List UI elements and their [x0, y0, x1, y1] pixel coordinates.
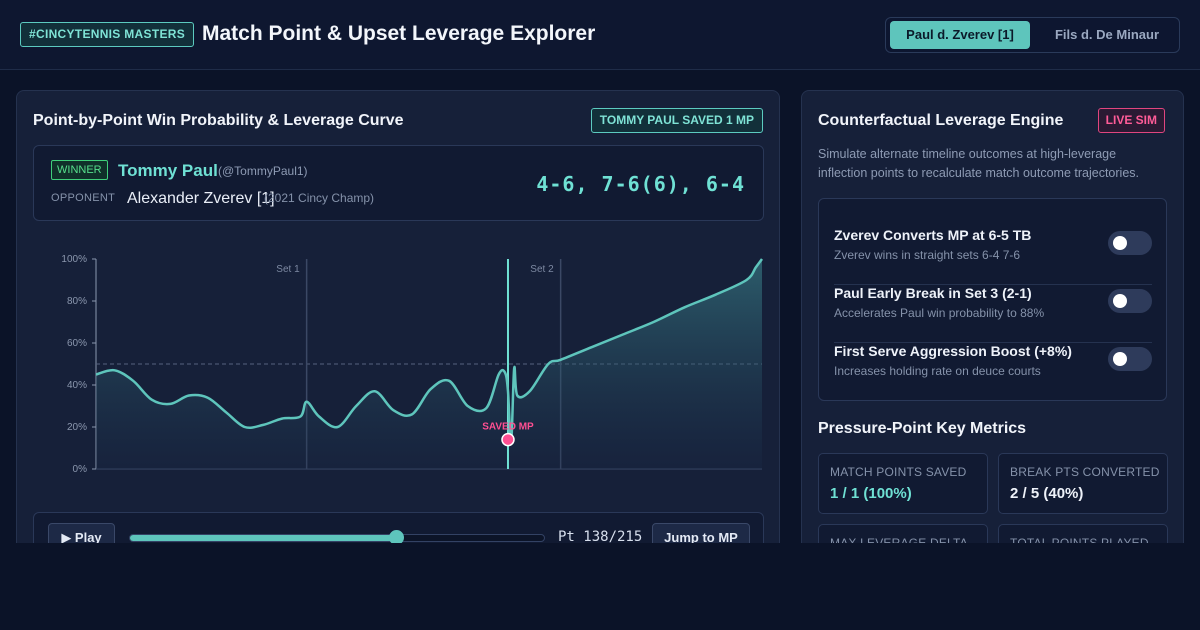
point-slider[interactable]	[129, 534, 545, 542]
y-tick-label: 0%	[73, 464, 88, 475]
metrics-title: Pressure-Point Key Metrics	[818, 420, 1026, 438]
tournament-tag: #CINCYTENNIS MASTERS	[20, 22, 194, 47]
scenario-toggle[interactable]	[1108, 347, 1152, 371]
scenario-toggle[interactable]	[1108, 289, 1152, 313]
metric-label: BREAK PTS CONVERTED	[1010, 465, 1160, 479]
winner-name: Tommy Paul	[118, 161, 218, 181]
opponent-label: OPPONENT	[51, 192, 115, 204]
match-tab-paul-zverev[interactable]: Paul d. Zverev [1]	[890, 21, 1030, 49]
metric-value: 1 / 1 (100%)	[830, 485, 912, 502]
chart-svg: 0% 20% 40% 60% 80% 100% Set 1 Set 2 SAVED MP	[34, 245, 774, 475]
scenario-subtitle: Increases holding rate on deuce courts	[834, 364, 1041, 378]
metric-label: MATCH POINTS SAVED	[830, 465, 967, 479]
match-summary: WINNER Tommy Paul (@TommyPaul1) OPPONENT…	[33, 145, 764, 221]
metric-value: 2 / 5 (40%)	[1010, 485, 1083, 502]
app-title: Match Point & Upset Leverage Explorer	[202, 22, 595, 46]
set-label: Set 2	[530, 264, 554, 275]
scenario-item: Paul Early Break in Set 3 (2-1) Accelera…	[834, 285, 1152, 343]
y-tick-label: 20%	[67, 422, 87, 433]
toggle-knob	[1113, 294, 1127, 308]
scenario-title: Zverev Converts MP at 6-5 TB	[834, 227, 1031, 243]
saved-mp-badge: TOMMY PAUL SAVED 1 MP	[591, 108, 763, 133]
scenario-item: Zverev Converts MP at 6-5 TB Zverev wins…	[834, 227, 1152, 285]
panel-title: Point-by-Point Win Probability & Leverag…	[33, 112, 404, 130]
metric-match-points-saved: MATCH POINTS SAVED 1 / 1 (100%)	[818, 453, 988, 514]
viewport-edge	[0, 543, 1200, 630]
scenario-toggle[interactable]	[1108, 231, 1152, 255]
winner-handle: (@TommyPaul1)	[218, 164, 308, 178]
toggle-knob	[1113, 236, 1127, 250]
set-label: Set 1	[276, 264, 300, 275]
metric-break-points: BREAK PTS CONVERTED 2 / 5 (40%)	[998, 453, 1168, 514]
scenario-title: Paul Early Break in Set 3 (2-1)	[834, 285, 1032, 301]
leverage-engine-panel: Counterfactual Leverage Engine LIVE SIM …	[801, 90, 1184, 560]
win-probability-panel: Point-by-Point Win Probability & Leverag…	[16, 90, 780, 560]
y-tick-label: 80%	[67, 296, 87, 307]
winner-tag: WINNER	[51, 160, 108, 180]
toggle-knob	[1113, 352, 1127, 366]
saved-mp-label: SAVED MP	[482, 422, 534, 433]
engine-title: Counterfactual Leverage Engine	[818, 112, 1063, 130]
scenario-subtitle: Zverev wins in straight sets 6-4 7-6	[834, 248, 1020, 262]
y-tick-label: 40%	[67, 380, 87, 391]
saved-mp-point	[502, 434, 514, 446]
scenario-list: Zverev Converts MP at 6-5 TB Zverev wins…	[818, 198, 1167, 401]
scenario-item: First Serve Aggression Boost (+8%) Incre…	[834, 343, 1152, 401]
final-score: 4-6, 7-6(6), 6-4	[536, 172, 745, 196]
y-tick-label: 100%	[61, 254, 87, 265]
opponent-name: Alexander Zverev [1]	[127, 190, 275, 208]
opponent-note: (2021 Cincy Champ)	[264, 191, 374, 205]
slider-fill	[130, 535, 396, 541]
match-switcher: Paul d. Zverev [1] Fils d. De Minaur	[885, 17, 1180, 53]
scenario-subtitle: Accelerates Paul win probability to 88%	[834, 306, 1044, 320]
y-tick-label: 60%	[67, 338, 87, 349]
top-bar: #CINCYTENNIS MASTERS Match Point & Upset…	[0, 0, 1200, 70]
win-probability-chart: 0% 20% 40% 60% 80% 100% Set 1 Set 2 SAVED MP	[34, 245, 774, 475]
match-tab-fils-deminaur[interactable]: Fils d. De Minaur	[1038, 21, 1176, 49]
live-sim-badge: LIVE SIM	[1098, 108, 1165, 133]
scenario-title: First Serve Aggression Boost (+8%)	[834, 343, 1072, 359]
engine-description: Simulate alternate timeline outcomes at …	[818, 145, 1168, 183]
